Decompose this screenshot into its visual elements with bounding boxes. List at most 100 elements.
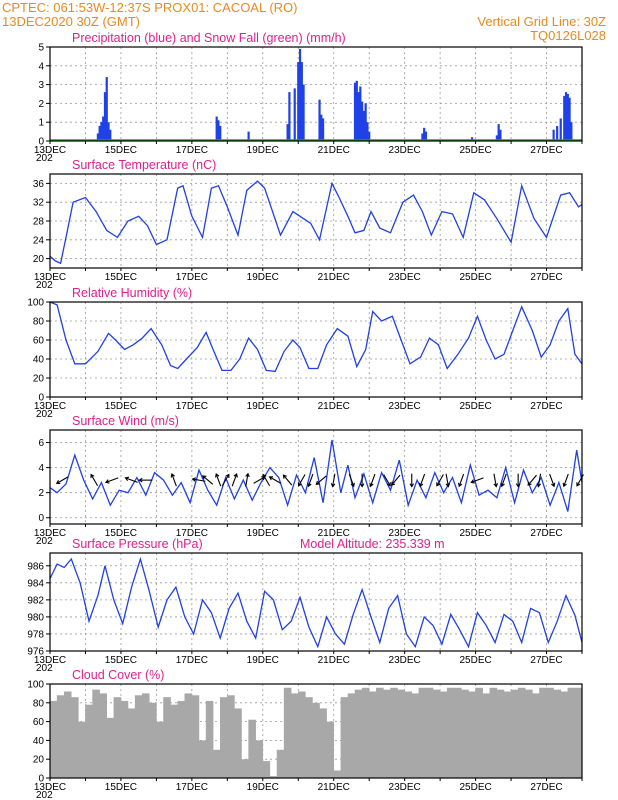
wind-arrow-head [268,476,274,481]
bar [567,687,576,778]
bar [234,708,242,778]
panel-4: 0 2 4 6 13DEC 15DEC 17DEC 19DEC 21DEC 23DEC 25DEC 2… [34,414,584,547]
wind-arrow-shaft [231,473,238,487]
bar [191,695,200,778]
panel-frame [49,46,583,142]
x-tick-label: 23DEC [389,782,421,793]
wind-arrow-head [527,481,532,486]
bar [255,740,264,778]
x-tick-label: 19DEC [247,528,279,539]
bar [120,700,129,778]
bar [99,693,107,778]
bar [499,129,502,141]
bar [568,97,571,141]
y-tick-label: 20 [33,374,45,385]
bar [497,124,500,141]
wind-arrow-shaft [283,474,293,486]
panel-3: 0 20 40 60 80 100 13DEC 15DEC 17DEC 19DEC 21DEC 23D… [27,286,583,420]
wind-arrow-head [536,483,542,488]
x-tick-label: 27DEC [530,782,562,793]
wind-arrow [457,473,465,488]
wind-arrow-shaft [458,473,465,487]
x-tick-label: 17DEC [176,401,208,412]
wind-arrow-head [282,474,287,479]
bar [489,687,498,778]
x-tick-label: 21DEC [318,401,350,412]
wind-arrow-head [418,482,424,488]
wind-arrow [55,476,69,485]
wind-arrow-head [350,482,355,488]
bar [205,700,214,778]
bar [298,48,302,141]
panel-frame [49,552,583,652]
bar [364,103,367,141]
wind-arrow [536,473,542,488]
x-tick-label: 25DEC [459,145,491,156]
bar [100,122,103,141]
wind-arrow-head [104,479,110,484]
wind-arrow [191,477,206,482]
wind-arrow [330,473,336,488]
y-tick-label: 28 [33,217,45,228]
wind-arrow [90,473,99,487]
panel-subtitle: Model Altitude: 235.339 m [300,537,445,551]
bar [56,695,65,778]
x-tick-label: 13DEC [34,145,66,156]
x-tick-label: 13DEC [34,782,66,793]
wind-arrow-shaft [537,473,542,487]
bar [262,761,271,778]
series-line [49,439,583,512]
wind-arrow [500,473,507,488]
bar [127,708,136,778]
x-tick-label: 25DEC [459,528,491,539]
wind-arrow-shaft [370,473,376,487]
wind-arrow-head [330,483,336,488]
bar [106,717,115,778]
wind-arrow-shaft [307,473,314,487]
bar [503,691,512,778]
bar [98,125,101,141]
wind-arrow-head [493,483,499,488]
wind-arrow-head [436,482,441,487]
wind-arrow [245,472,250,487]
x-tick-label: 13DEC [34,528,66,539]
bar [574,687,583,778]
bar [134,695,143,778]
wind-arrow-shaft [315,475,327,485]
wind-arrow-head [515,483,521,488]
bar [432,689,441,778]
x-year-stub: 202 [36,663,53,674]
bar [269,776,278,778]
wind-arrow-shaft [471,477,484,483]
bar [109,129,112,141]
series-line [49,180,583,265]
wind-arrow-shaft [527,474,537,486]
bar [319,708,327,778]
bar [283,687,292,778]
wind-arrow [418,473,426,488]
bar [556,125,559,141]
wind-arrow-shaft [105,477,119,483]
wind-arrow [390,474,401,486]
bar [49,700,58,778]
x-tick-label: 19DEC [247,655,279,666]
series-line [49,556,583,649]
x-tick-label: 25DEC [459,272,491,283]
y-tick-label: 60 [33,336,45,347]
wind-arrow-head [369,482,374,488]
bar [347,693,356,778]
bar [397,689,405,778]
header-line1: CPTEC: 061:53W-12:37S PROX01: CACOAL (RO… [2,0,298,15]
bar [92,689,100,778]
bar [482,693,491,778]
wind-arrow [315,475,327,485]
bar [102,116,105,141]
bar [298,691,306,778]
wind-arrow-head [470,479,475,484]
x-tick-label: 23DEC [389,528,421,539]
y-tick-label: 0 [38,774,44,785]
x-tick-label: 27DEC [530,272,562,283]
x-tick-label: 15DEC [105,655,137,666]
bar [354,689,363,778]
wind-arrow-head [297,482,302,487]
